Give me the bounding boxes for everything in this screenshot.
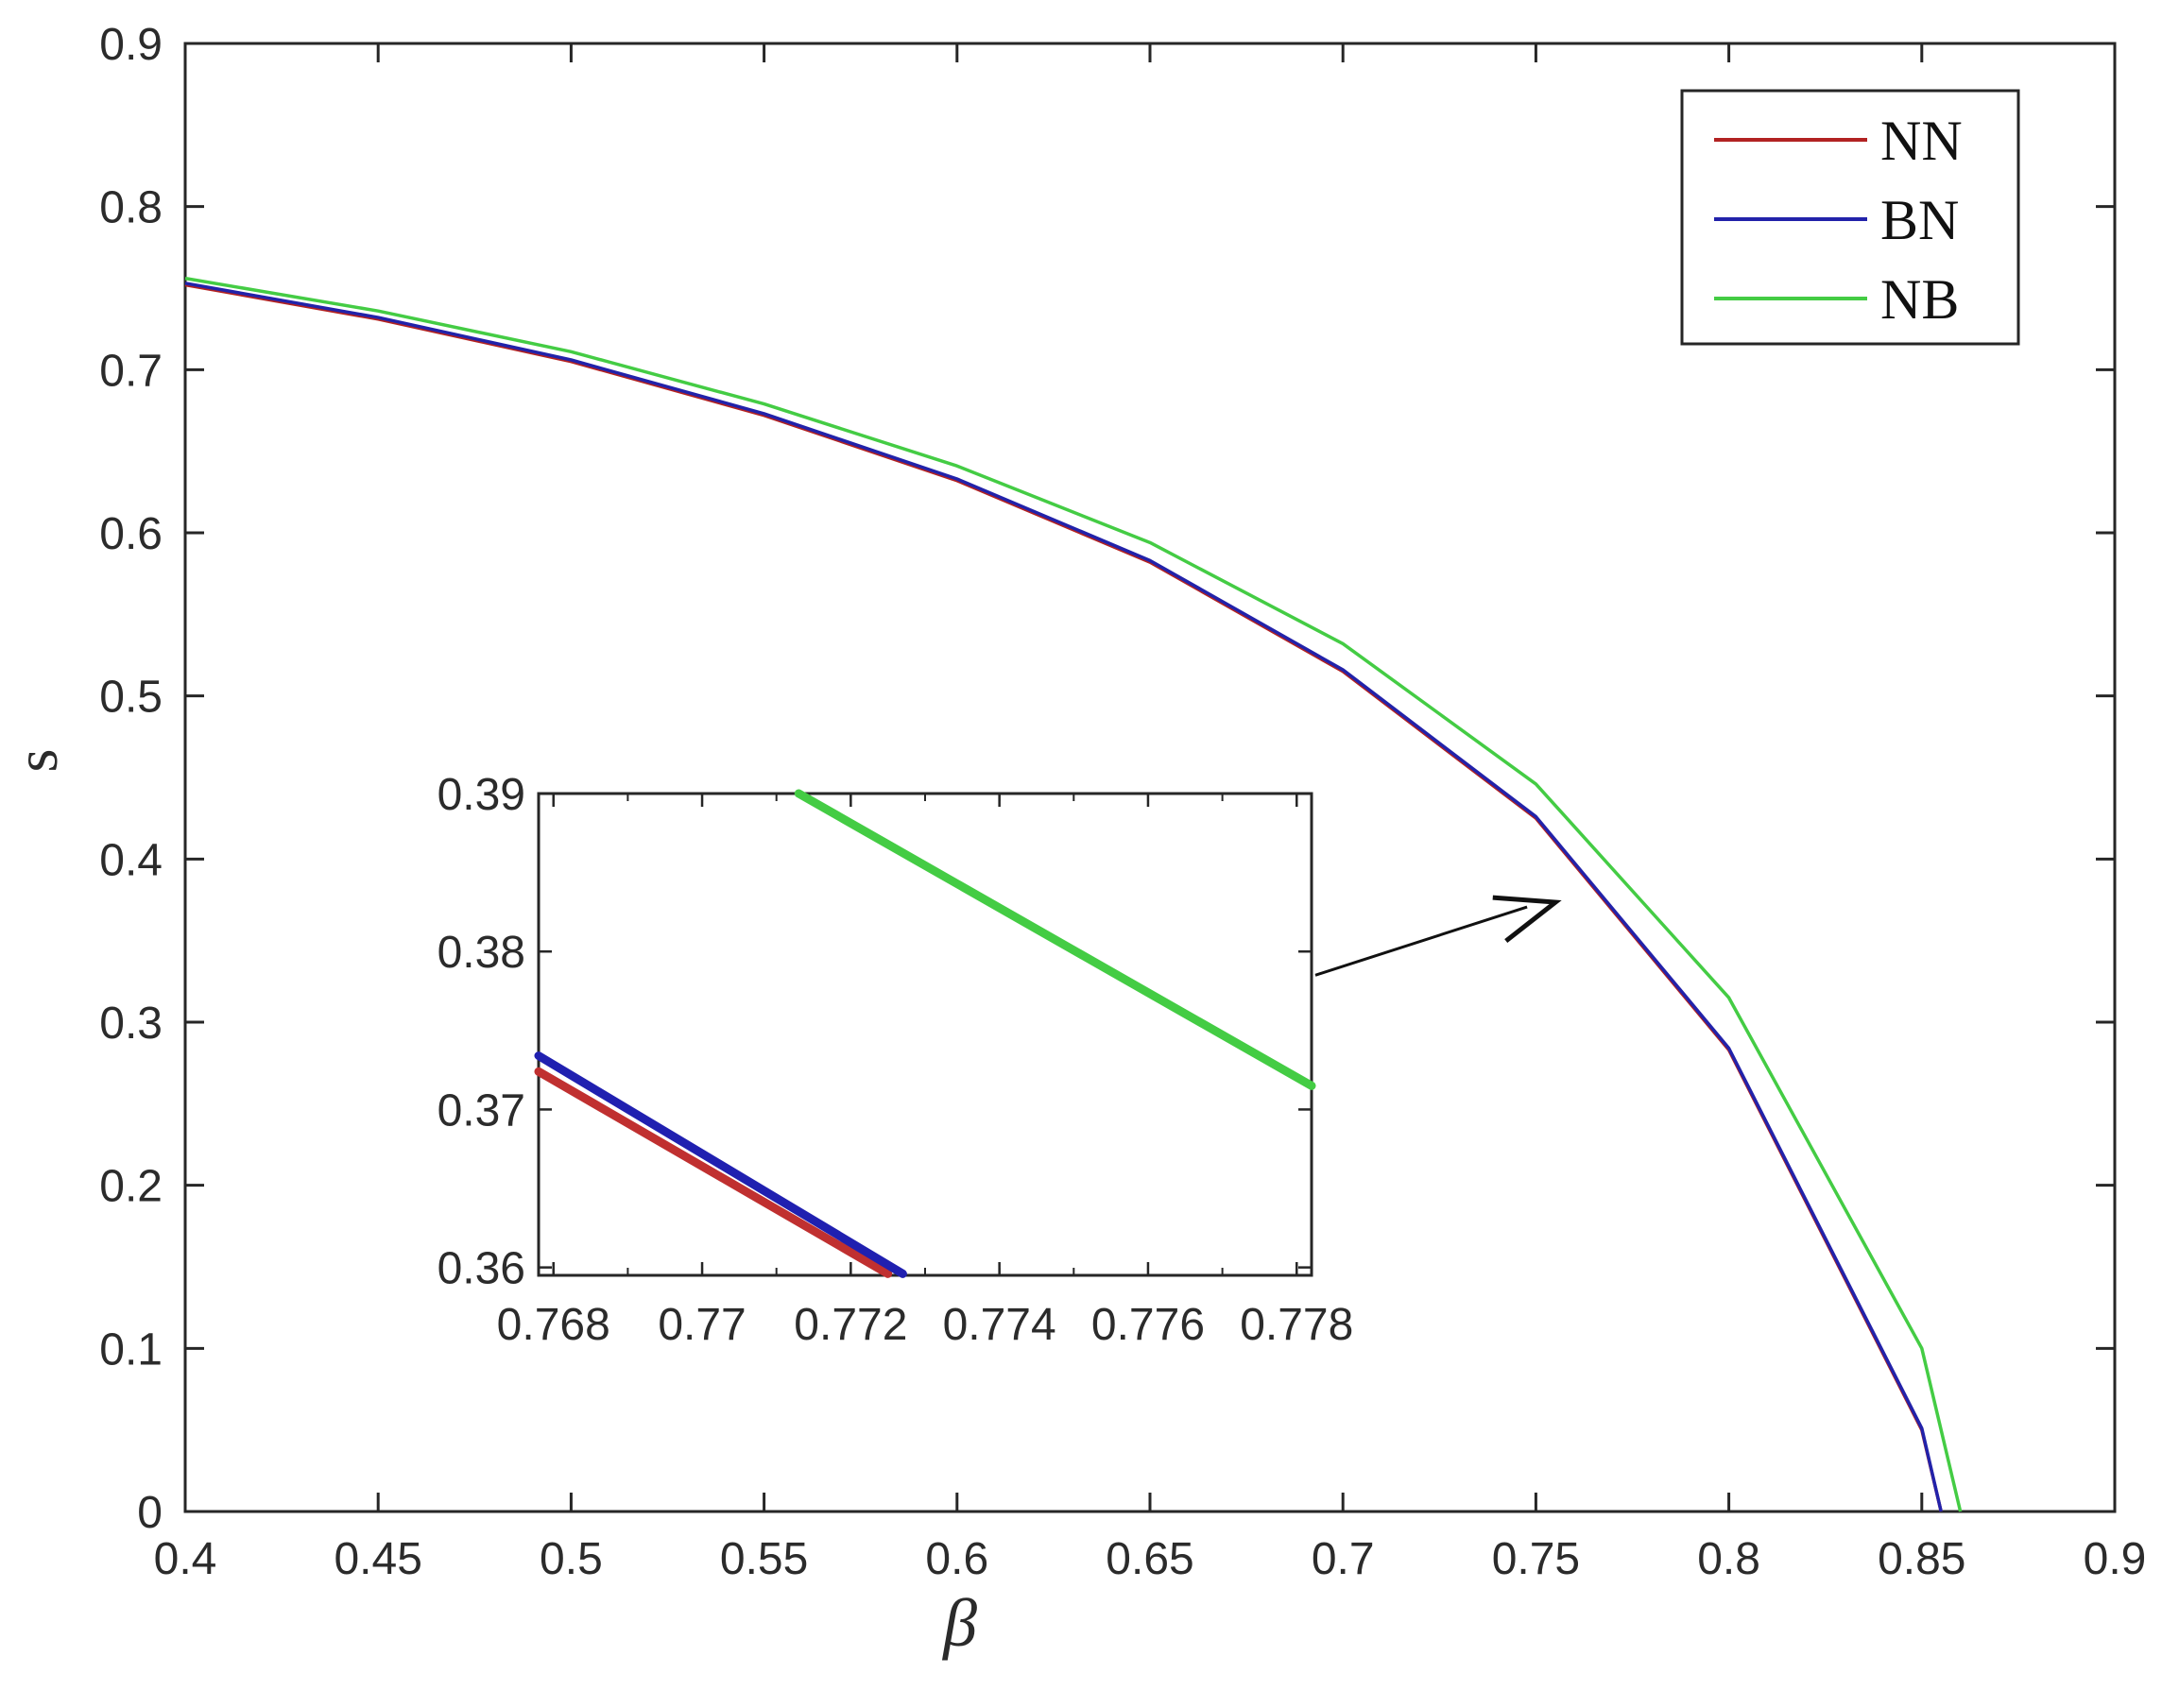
x-tick-label: 0.75 bbox=[1492, 1534, 1580, 1584]
inset-y-tick-label: 0.39 bbox=[438, 770, 525, 820]
legend-label-bn: BN bbox=[1880, 189, 1959, 251]
inset-zoom-plot: 0.768 0.77 0.772 0.774 0.776 0.778 0.36 0.37 0.3… bbox=[438, 770, 1354, 1350]
x-tick-label: 0.45 bbox=[334, 1534, 421, 1584]
inset-x-tick-label: 0.768 bbox=[497, 1300, 610, 1350]
x-tick-label: 0.8 bbox=[1697, 1534, 1760, 1584]
x-tick-label: 0.85 bbox=[1878, 1534, 1965, 1584]
series-line-bn bbox=[184, 282, 1943, 1512]
zoom-arrow bbox=[1314, 895, 1562, 977]
y-tick-label: 0.3 bbox=[99, 999, 163, 1049]
x-tick-label: 0.65 bbox=[1106, 1534, 1193, 1584]
inset-x-tick-label: 0.774 bbox=[943, 1300, 1056, 1350]
inset-series-line-bn bbox=[534, 1051, 907, 1278]
inset-x-tick-label: 0.77 bbox=[658, 1300, 746, 1350]
inset-x-tick-label: 0.778 bbox=[1240, 1300, 1353, 1350]
inset-series-line-nn bbox=[534, 1067, 893, 1278]
x-tick-label: 0.9 bbox=[2084, 1534, 2147, 1584]
series-line-nb bbox=[184, 276, 1963, 1512]
zoom-arrow-head bbox=[1492, 895, 1562, 944]
inset-series-line-nb bbox=[794, 789, 1316, 1090]
x-tick-label: 0.6 bbox=[925, 1534, 988, 1584]
inset-frame bbox=[537, 792, 1313, 1277]
y-axis-label: s bbox=[3, 749, 70, 773]
x-tick-label: 0.4 bbox=[154, 1534, 217, 1584]
y-tick-label: 0.8 bbox=[99, 183, 163, 233]
inset-y-tick-label: 0.36 bbox=[438, 1244, 525, 1294]
y-tick-label: 0.4 bbox=[99, 835, 163, 885]
inset-y-tick-label: 0.38 bbox=[438, 928, 525, 978]
inset-x-tick-label: 0.772 bbox=[794, 1300, 907, 1350]
y-tick-label: 0.5 bbox=[99, 673, 163, 723]
y-tick-label: 0.2 bbox=[99, 1162, 163, 1212]
x-tick-label: 0.55 bbox=[720, 1534, 808, 1584]
legend-label-nn: NN bbox=[1880, 110, 1963, 172]
x-tick-label: 0.5 bbox=[540, 1534, 603, 1584]
y-tick-label: 0.6 bbox=[99, 509, 163, 559]
zoom-arrow-shaft bbox=[1314, 905, 1528, 977]
y-tick-label: 0 bbox=[137, 1488, 163, 1538]
y-tick-label: 0.9 bbox=[99, 20, 163, 70]
legend: NN BN NB bbox=[1680, 89, 2020, 346]
inset-y-tick-label: 0.37 bbox=[438, 1085, 525, 1136]
legend-label-nb: NB bbox=[1880, 268, 1959, 331]
x-axis-label: β bbox=[941, 1585, 977, 1661]
x-tick-label: 0.7 bbox=[1312, 1534, 1375, 1584]
inset-x-tick-label: 0.776 bbox=[1091, 1300, 1205, 1350]
y-tick-label: 0.1 bbox=[99, 1324, 163, 1375]
y-tick-label: 0.7 bbox=[99, 346, 163, 396]
